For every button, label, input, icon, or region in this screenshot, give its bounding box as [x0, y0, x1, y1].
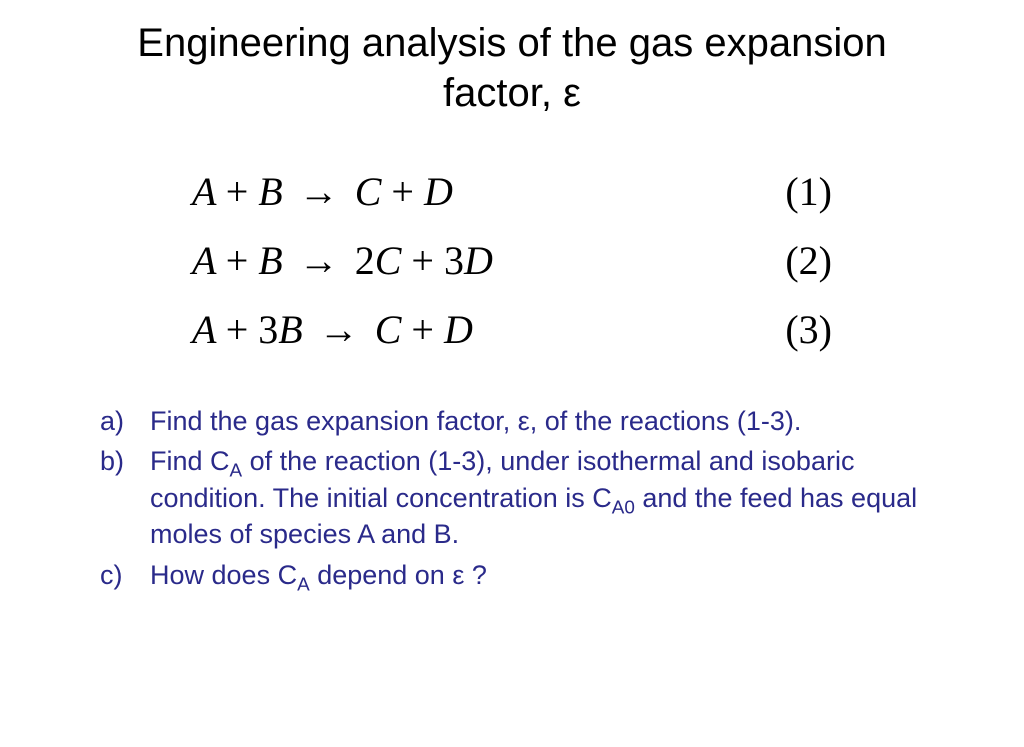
equation-row: A + B → 2C + 3D (2): [192, 237, 832, 284]
equations-block: A + B → C + D (1) A + B → 2C + 3D (2) A …: [192, 168, 832, 353]
question-text: Find CA of the reaction (1-3), under iso…: [150, 443, 944, 552]
question-item: b) Find CA of the reaction (1-3), under …: [100, 443, 944, 552]
equation-row: A + B → C + D (1): [192, 168, 832, 215]
question-text: How does CA depend on ε ?: [150, 557, 944, 593]
question-label: b): [100, 443, 150, 552]
equation-row: A + 3B → C + D (3): [192, 306, 832, 353]
equation-number: (2): [745, 237, 832, 284]
questions-block: a) Find the gas expansion factor, ε, of …: [100, 403, 944, 593]
equation-body: A + 3B → C + D: [192, 306, 473, 353]
slide-container: Engineering analysis of the gas expansio…: [0, 0, 1024, 747]
title-line-2: factor, ε: [443, 71, 581, 115]
question-item: c) How does CA depend on ε ?: [100, 557, 944, 593]
equation-number: (1): [745, 168, 832, 215]
title-line-1: Engineering analysis of the gas expansio…: [137, 21, 886, 65]
question-label: c): [100, 557, 150, 593]
question-item: a) Find the gas expansion factor, ε, of …: [100, 403, 944, 439]
question-label: a): [100, 403, 150, 439]
question-text: Find the gas expansion factor, ε, of the…: [150, 403, 944, 439]
equation-number: (3): [745, 306, 832, 353]
equation-body: A + B → C + D: [192, 168, 453, 215]
slide-title: Engineering analysis of the gas expansio…: [60, 18, 964, 118]
equation-body: A + B → 2C + 3D: [192, 237, 493, 284]
